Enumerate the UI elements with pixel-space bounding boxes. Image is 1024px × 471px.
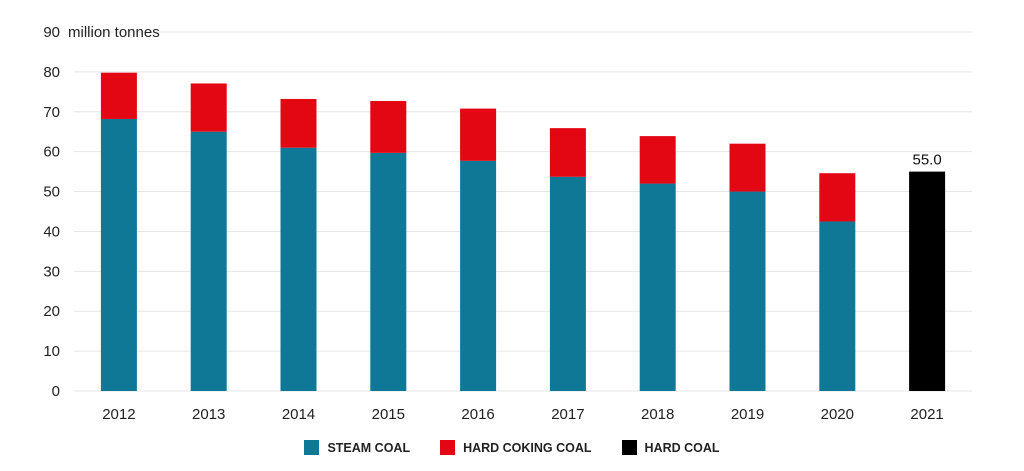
legend-swatch-steam-coal [304, 440, 320, 455]
bar-hard-coking-coal-2015 [370, 101, 407, 153]
data-label-2021: 55.0 [912, 152, 941, 169]
bar-steam-coal-2015 [370, 152, 407, 391]
data-labels: 55.0 [912, 152, 941, 169]
y-tick-label-90: 90 [43, 24, 60, 41]
bar-hard-coking-coal-2016 [460, 108, 497, 161]
x-tick-label-2021: 2021 [910, 406, 943, 423]
y-tick-label-0: 0 [52, 383, 60, 400]
x-tick-label-2013: 2013 [192, 406, 225, 423]
bar-hard-coking-coal-2014 [280, 99, 317, 148]
x-tick-label-2018: 2018 [641, 406, 674, 423]
bar-hard-coking-coal-2017 [549, 128, 586, 177]
bars [100, 72, 946, 392]
bar-steam-coal-2019 [729, 191, 766, 391]
legend-label-hard-coking-coal: HARD COKING COAL [463, 440, 592, 455]
y-axis-ticks: 0 10 20 30 40 50 60 70 80 90 [43, 24, 60, 400]
bar-steam-coal-2017 [549, 176, 586, 391]
bar-hard-coking-coal-2018 [639, 136, 676, 184]
bar-hard-coking-coal-2013 [190, 83, 227, 132]
y-tick-label-60: 60 [43, 144, 60, 161]
y-tick-label-40: 40 [43, 223, 60, 240]
bar-steam-coal-2013 [190, 131, 227, 391]
bar-hard-coal-2021 [909, 171, 946, 391]
bar-steam-coal-2014 [280, 147, 317, 391]
x-tick-label-2016: 2016 [461, 406, 494, 423]
bar-steam-coal-2018 [639, 183, 676, 391]
legend: STEAM COAL HARD COKING COAL HARD COAL [0, 440, 1024, 455]
legend-swatch-hard-coal [621, 440, 637, 455]
y-tick-label-70: 70 [43, 104, 60, 121]
bar-steam-coal-2012 [100, 118, 137, 392]
y-tick-label-10: 10 [43, 343, 60, 360]
bar-hard-coking-coal-2019 [729, 143, 766, 192]
legend-swatch-hard-coking-coal [440, 440, 456, 455]
bar-hard-coking-coal-2012 [100, 72, 137, 119]
y-tick-label-80: 80 [43, 64, 60, 81]
x-tick-label-2012: 2012 [102, 406, 135, 423]
x-tick-label-2020: 2020 [821, 406, 854, 423]
x-tick-label-2015: 2015 [372, 406, 405, 423]
y-tick-label-30: 30 [43, 263, 60, 280]
y-tick-label-50: 50 [43, 184, 60, 201]
legend-label-steam-coal: STEAM COAL [327, 440, 411, 455]
x-tick-label-2019: 2019 [731, 406, 764, 423]
x-tick-label-2017: 2017 [551, 406, 584, 423]
legend-item-hard-coking-coal: HARD COKING COAL [440, 440, 592, 455]
y-tick-label-20: 20 [43, 303, 60, 320]
x-axis-ticks: 2012 2013 2014 2015 2016 2017 2018 2019 2020 2021 [102, 406, 944, 423]
bar-steam-coal-2020 [819, 221, 856, 391]
legend-label-hard-coal: HARD COAL [644, 440, 720, 455]
bar-hard-coking-coal-2020 [819, 173, 856, 222]
x-tick-label-2014: 2014 [282, 406, 315, 423]
bar-steam-coal-2016 [460, 160, 497, 391]
legend-item-steam-coal: STEAM COAL [304, 440, 410, 455]
y-axis-unit-label: million tonnes [68, 24, 160, 41]
legend-item-hard-coal: HARD COAL [621, 440, 720, 455]
